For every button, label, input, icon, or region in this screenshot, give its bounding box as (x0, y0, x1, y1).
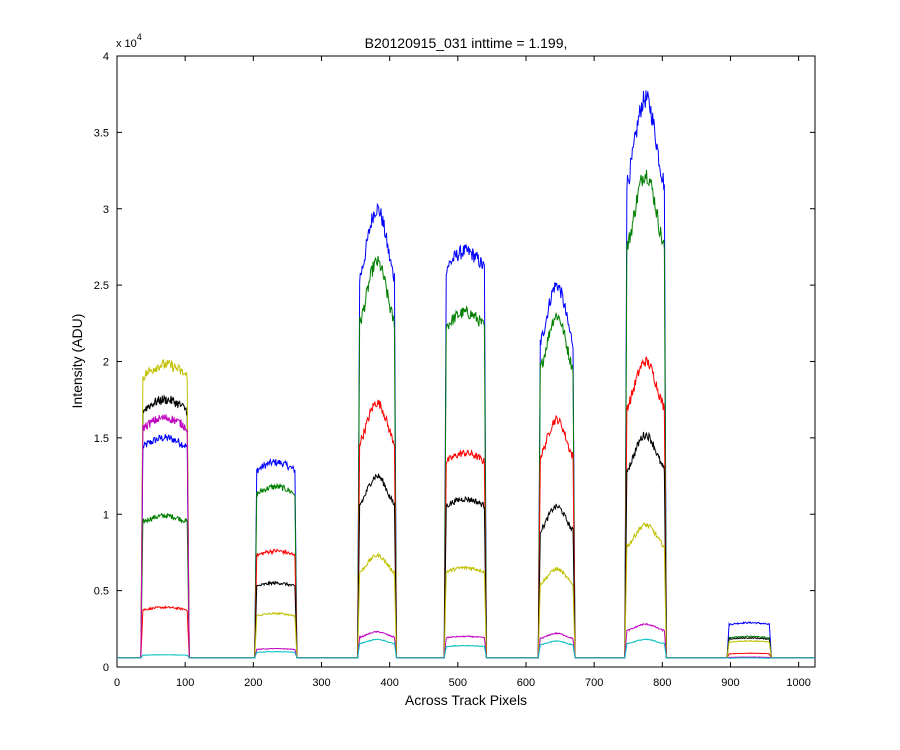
x-tick-label: 400 (380, 677, 398, 689)
y-tick-label: 2 (103, 357, 109, 369)
y-tick-label: 1 (103, 509, 109, 521)
y-axis: 0 0.5 1 1.5 2 2.5 3 3.5 4 (94, 51, 815, 674)
plot-area (116, 55, 816, 668)
series-layer (117, 90, 815, 659)
x-tick-label: 300 (312, 677, 330, 689)
x-tick-label: 600 (517, 677, 535, 689)
x-tick-label: 700 (585, 677, 603, 689)
x-tick-label: 0 (114, 677, 120, 689)
y-tick-label: 2.5 (94, 280, 109, 292)
y-exponent-base: x 10 (116, 38, 137, 50)
y-axis-exponent: x 104 (116, 32, 142, 50)
chart-title: B20120915_031 inttime = 1.199, (365, 35, 568, 51)
y-tick-label: 0.5 (94, 586, 109, 598)
x-tick-label: 500 (449, 677, 467, 689)
x-axis: 0 100 200 300 400 500 600 700 800 900 1000 (114, 56, 811, 689)
y-tick-label: 0 (103, 662, 109, 674)
series-line-2 (117, 169, 815, 659)
y-axis-label: Intensity (ADU) (69, 314, 85, 409)
series-line-4 (117, 394, 815, 659)
series-line-5 (117, 359, 815, 659)
y-tick-label: 4 (103, 51, 109, 63)
y-tick-label: 3.5 (94, 127, 109, 139)
x-tick-label: 900 (721, 677, 739, 689)
x-tick-label: 200 (244, 677, 262, 689)
y-exponent-power: 4 (137, 32, 142, 42)
series-line-7 (117, 638, 815, 659)
series-line-3 (117, 356, 815, 659)
y-tick-label: 3 (103, 204, 109, 216)
x-axis-label: Across Track Pixels (405, 692, 527, 708)
x-tick-label: 1000 (786, 677, 810, 689)
series-line-6 (117, 414, 815, 659)
x-tick-label: 800 (653, 677, 671, 689)
x-tick-label: 100 (176, 677, 194, 689)
y-tick-label: 1.5 (94, 433, 109, 445)
